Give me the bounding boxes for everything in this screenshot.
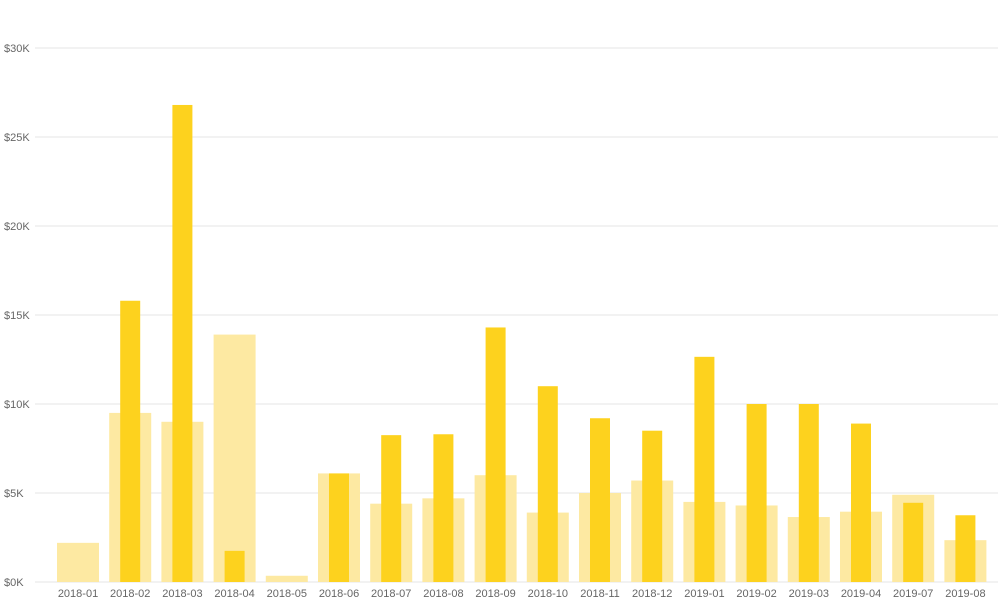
x-tick-label: 2018-03 bbox=[162, 588, 202, 600]
x-tick-label: 2018-08 bbox=[423, 588, 463, 600]
x-tick-label: 2018-02 bbox=[110, 588, 150, 600]
bar-front-2019-04 bbox=[851, 423, 871, 582]
bar-front-2018-06 bbox=[329, 473, 349, 582]
x-tick-label: 2018-09 bbox=[475, 588, 515, 600]
y-tick-label: $5K bbox=[4, 488, 24, 500]
bar-front-2018-12 bbox=[642, 430, 663, 582]
bar-back-2018-05 bbox=[265, 575, 308, 582]
bar-back-2018-01 bbox=[57, 542, 99, 582]
bar-back-2018-04 bbox=[213, 334, 256, 582]
bar-front-2018-07 bbox=[381, 435, 402, 582]
x-tick-label: 2019-08 bbox=[945, 588, 985, 600]
bar-front-2019-01 bbox=[694, 356, 715, 582]
x-tick-label: 2019-04 bbox=[841, 588, 881, 600]
x-tick-label: 2018-10 bbox=[528, 588, 568, 600]
y-tick-label: $10K bbox=[4, 399, 30, 411]
y-tick-label: $25K bbox=[4, 132, 30, 144]
x-tick-label: 2018-11 bbox=[580, 588, 620, 600]
x-tick-label: 2018-01 bbox=[58, 588, 98, 600]
x-tick-label: 2019-07 bbox=[893, 588, 933, 600]
x-tick-label: 2019-03 bbox=[789, 588, 829, 600]
x-tick-label: 2019-01 bbox=[684, 588, 724, 600]
bar-front-2019-02 bbox=[746, 404, 767, 582]
x-tick-label: 2018-12 bbox=[632, 588, 672, 600]
x-tick-label: 2018-04 bbox=[214, 588, 254, 600]
bar-front-2018-04 bbox=[224, 550, 245, 582]
x-tick-label: 2018-06 bbox=[319, 588, 359, 600]
y-tick-label: $30K bbox=[4, 43, 30, 55]
y-tick-label: $0K bbox=[4, 577, 24, 589]
bar-front-2019-08 bbox=[955, 515, 976, 582]
bar-front-2018-11 bbox=[590, 418, 610, 582]
y-axis-tick-labels: $0K $5K $10K $15K $20K $25K $30K bbox=[4, 43, 30, 589]
bar-front-2019-07 bbox=[903, 502, 924, 582]
x-tick-label: 2018-07 bbox=[371, 588, 411, 600]
bar-front-2018-09 bbox=[485, 327, 506, 582]
x-tick-label: 2018-05 bbox=[267, 588, 307, 600]
y-tick-label: $15K bbox=[4, 310, 30, 322]
bar-front-2019-03 bbox=[798, 404, 819, 582]
x-axis-tick-labels: 2018-01 2018-02 2018-03 2018-04 2018-05 2018-… bbox=[58, 588, 986, 600]
bar-front-2018-10 bbox=[537, 386, 558, 582]
x-tick-label: 2019-02 bbox=[736, 588, 776, 600]
bar-front-2018-02 bbox=[120, 300, 141, 582]
bar-front-2018-03 bbox=[172, 104, 193, 583]
bar-front-2018-08 bbox=[433, 434, 454, 582]
bars bbox=[57, 104, 987, 583]
y-tick-label: $20K bbox=[4, 221, 30, 233]
